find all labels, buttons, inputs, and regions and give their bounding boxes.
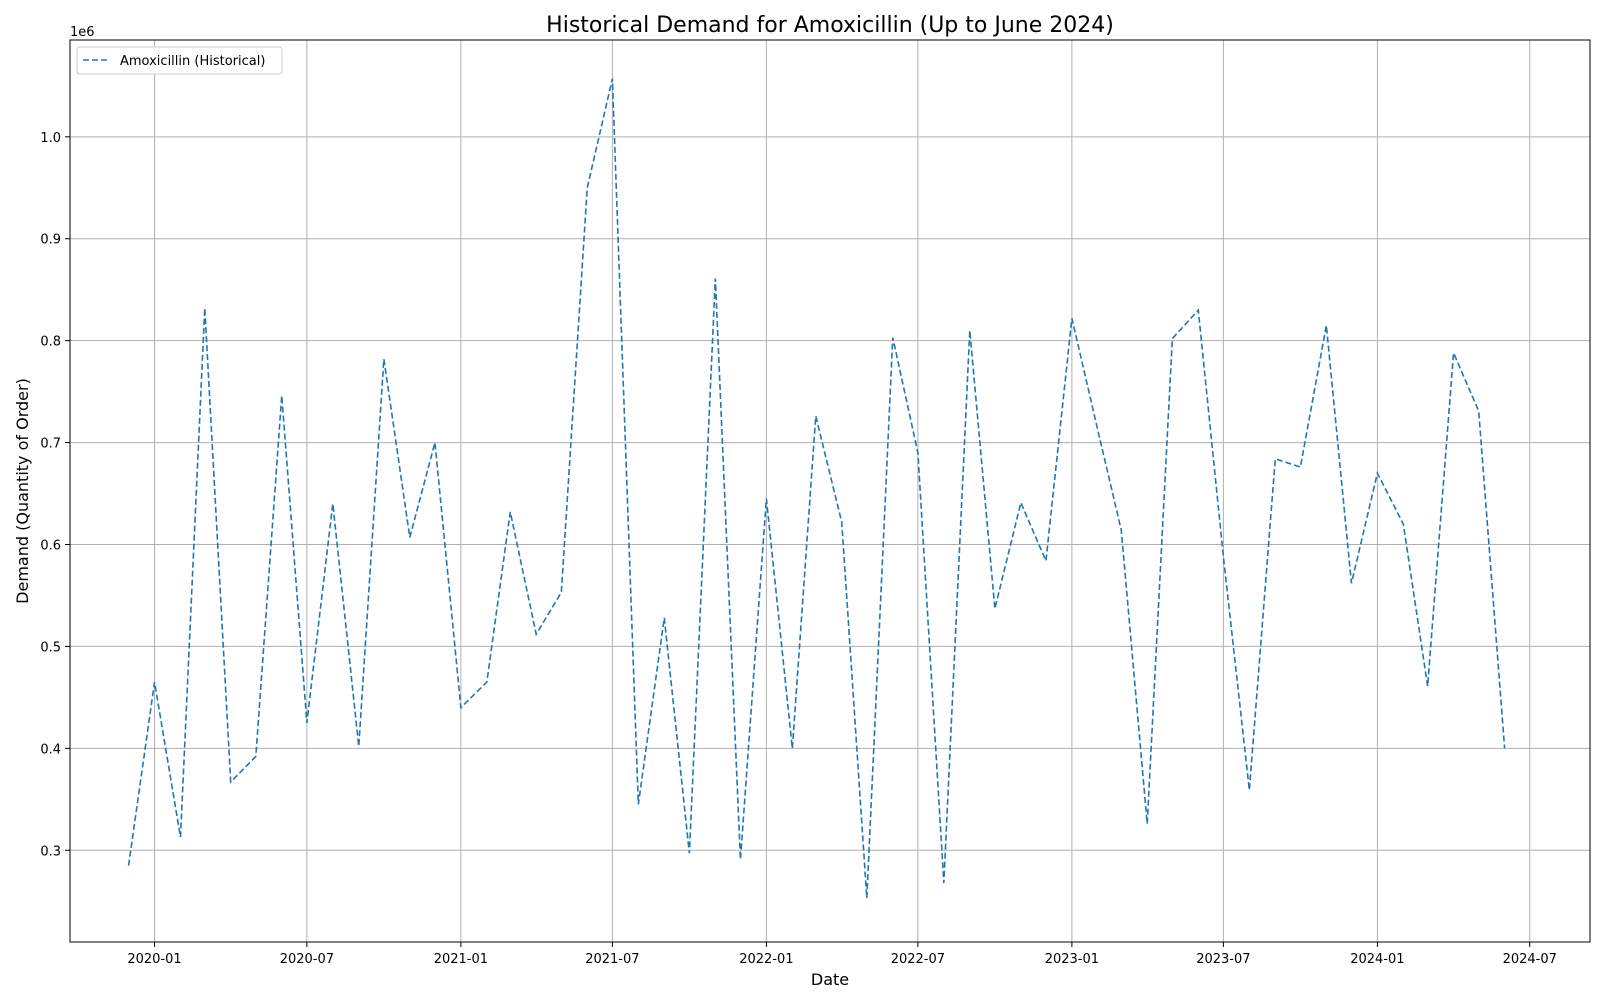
x-tick-label: 2023-07 <box>1196 952 1250 967</box>
legend: Amoxicillin (Historical) <box>76 46 283 75</box>
chart-title: Historical Demand for Amoxicillin (Up to… <box>546 13 1114 38</box>
legend-label-amoxicillin: Amoxicillin (Historical) <box>120 54 265 69</box>
x-tick-label: 2020-07 <box>280 952 334 967</box>
x-tick-label: 2021-07 <box>585 952 639 967</box>
y-tick-label: 0.7 <box>40 437 61 452</box>
y-tick-label: 0.8 <box>40 335 61 350</box>
y-tick-label: 0.3 <box>40 844 61 859</box>
x-tick-label: 2020-01 <box>127 952 181 967</box>
x-tick-label: 2024-07 <box>1503 952 1557 967</box>
x-tick-label: 2021-01 <box>434 952 488 967</box>
y-tick-label: 0.6 <box>40 539 61 554</box>
y-tick-label: 0.4 <box>40 742 61 757</box>
grid-lines <box>70 40 1590 942</box>
y-tick-label: 0.5 <box>40 640 61 655</box>
legend-box <box>76 46 283 75</box>
y-tick-label: 1.0 <box>40 131 61 146</box>
y-axis-label: Demand (Quantity of Order) <box>13 378 32 604</box>
x-tick-label: 2022-07 <box>891 952 945 967</box>
y-axis-offset-label: 1e6 <box>70 25 95 40</box>
x-axis-label: Date <box>811 970 849 989</box>
x-tick-label: 2024-01 <box>1350 952 1404 967</box>
axis-ticks: 2020-01 2020-07 2021-01 2021-07 2022-01 2022-… <box>40 131 1557 967</box>
plot-frame <box>69 39 1591 943</box>
x-tick-label: 2022-01 <box>739 952 793 967</box>
y-tick-label: 0.9 <box>40 233 61 248</box>
x-tick-label: 2023-01 <box>1045 952 1099 967</box>
